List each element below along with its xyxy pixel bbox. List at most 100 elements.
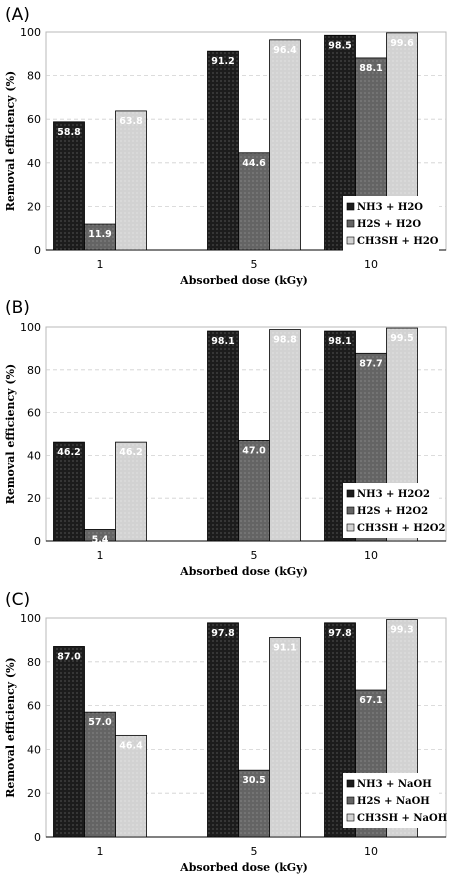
data-label: 91.1 — [273, 642, 296, 653]
y-tick-label: 60 — [27, 700, 41, 713]
y-tick-label: 20 — [27, 787, 41, 800]
x-tick-label: 1 — [97, 258, 104, 271]
legend-swatch — [346, 202, 355, 211]
legend-box — [343, 773, 439, 828]
data-label: 63.8 — [119, 116, 143, 127]
legend-label: CH3SH + H2O — [357, 236, 439, 247]
bar — [269, 39, 301, 251]
legend-swatch — [346, 506, 355, 515]
legend-label: CH3SH + NaOH — [357, 813, 447, 824]
data-label: 98.1 — [328, 336, 351, 347]
x-axis-title: Absorbed dose (kGy) — [179, 274, 308, 287]
x-tick-label: 1 — [97, 845, 104, 858]
legend-label: H2S + H2O — [357, 219, 421, 230]
data-label: 46.2 — [119, 447, 142, 458]
legend-swatch — [346, 236, 355, 245]
y-tick-label: 0 — [34, 535, 41, 548]
data-label: 67.1 — [359, 695, 382, 706]
y-axis-title: Removal efficiency (%) — [4, 71, 17, 212]
legend-swatch — [346, 523, 355, 532]
x-tick-label: 10 — [364, 258, 378, 271]
bar — [269, 329, 301, 542]
data-label: 96.4 — [273, 45, 297, 56]
y-tick-label: 40 — [27, 449, 41, 462]
data-label: 46.4 — [119, 740, 143, 751]
data-label: 87.7 — [359, 358, 382, 369]
chart-panel: (C) 0 20 40 60 80 100 87.0 57.0 46.4 1 97.8 30.5 91.1… — [4, 590, 447, 874]
x-tick-label: 5 — [251, 258, 258, 271]
legend-swatch — [346, 813, 355, 822]
data-label: 98.1 — [211, 336, 234, 347]
data-label: 99.3 — [390, 625, 413, 636]
legend-swatch — [346, 219, 355, 228]
x-axis-title: Absorbed dose (kGy) — [179, 861, 308, 874]
bar — [115, 441, 147, 542]
x-tick-label: 10 — [364, 549, 378, 562]
data-label: 98.5 — [328, 40, 351, 51]
chart-panel: (A) 0 20 40 60 80 100 58.8 11.9 63.8 1 91.2 44.6 96.4… — [4, 5, 447, 287]
legend-box — [343, 196, 439, 251]
y-tick-label: 100 — [20, 612, 41, 625]
bar — [84, 711, 116, 838]
y-tick-label: 80 — [27, 70, 41, 83]
data-label: 30.5 — [242, 775, 265, 786]
legend-label: NH3 + NaOH — [357, 779, 432, 790]
bar — [115, 110, 147, 251]
data-label: 57.0 — [88, 717, 112, 728]
legend-label: H2S + H2O2 — [357, 506, 428, 517]
x-axis-title: Absorbed dose (kGy) — [179, 565, 308, 578]
legend-swatch — [346, 779, 355, 788]
y-tick-label: 100 — [20, 26, 41, 39]
bar — [207, 622, 239, 838]
bar — [269, 637, 301, 838]
data-label: 58.8 — [57, 127, 81, 138]
panel-label: (C) — [5, 590, 30, 610]
data-label: 88.1 — [359, 63, 382, 74]
legend: NH3 + H2O H2S + H2O CH3SH + H2O — [343, 196, 439, 251]
bar — [207, 50, 239, 251]
data-label: 44.6 — [242, 158, 266, 169]
bar — [238, 440, 270, 542]
bar — [238, 769, 270, 838]
data-label: 97.8 — [328, 628, 352, 639]
bar — [238, 152, 270, 251]
x-tick-label: 10 — [364, 845, 378, 858]
y-tick-label: 60 — [27, 407, 41, 420]
panel-label: (A) — [5, 5, 30, 25]
bar — [207, 330, 239, 542]
x-tick-label: 5 — [251, 549, 258, 562]
y-tick-label: 40 — [27, 743, 41, 756]
legend-label: NH3 + H2O — [357, 202, 423, 213]
y-tick-label: 20 — [27, 492, 41, 505]
data-label: 99.6 — [390, 38, 414, 49]
x-tick-label: 5 — [251, 845, 258, 858]
data-label: 97.8 — [211, 628, 235, 639]
bar — [53, 121, 85, 251]
data-label: 46.2 — [57, 447, 80, 458]
data-label: 99.5 — [390, 333, 413, 344]
bar — [53, 646, 85, 838]
y-tick-label: 60 — [27, 113, 41, 126]
data-label: 98.8 — [273, 335, 297, 346]
y-tick-label: 80 — [27, 364, 41, 377]
legend: NH3 + NaOH H2S + NaOH CH3SH + NaOH — [343, 773, 447, 828]
data-label: 47.0 — [242, 445, 266, 456]
y-tick-label: 40 — [27, 157, 41, 170]
x-tick-label: 1 — [97, 549, 104, 562]
panel-label: (B) — [5, 298, 30, 318]
data-label: 11.9 — [88, 229, 111, 240]
legend: NH3 + H2O2 H2S + H2O2 CH3SH + H2O2 — [343, 483, 445, 538]
y-tick-label: 0 — [34, 831, 41, 844]
data-label: 5.4 — [92, 534, 109, 545]
chart-panel: (B) 0 20 40 60 80 100 46.2 5.4 46.2 1 98.1 47.0 98.8 5… — [4, 298, 447, 578]
legend-label: NH3 + H2O2 — [357, 489, 430, 500]
y-tick-label: 0 — [34, 244, 41, 257]
bar — [115, 734, 147, 838]
data-label: 91.2 — [211, 56, 234, 67]
legend-swatch — [346, 489, 355, 498]
legend-label: CH3SH + H2O2 — [357, 523, 445, 534]
y-tick-label: 100 — [20, 321, 41, 334]
legend-label: H2S + NaOH — [357, 796, 430, 807]
legend-box — [343, 483, 439, 538]
